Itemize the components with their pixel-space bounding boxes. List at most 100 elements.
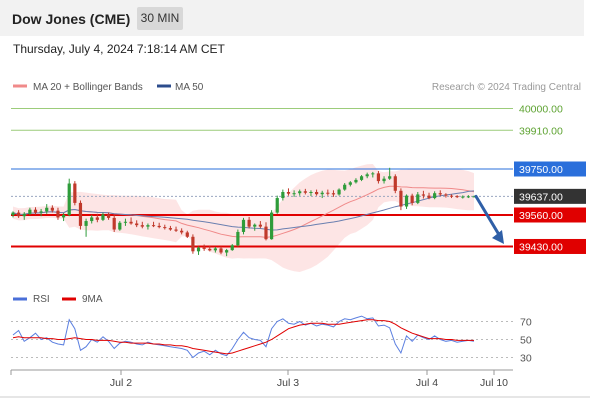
candle-body xyxy=(67,183,71,215)
watermark: Research © 2024 Trading Central xyxy=(432,82,581,93)
level-tag-arrow xyxy=(514,238,519,254)
candle-body xyxy=(444,194,448,196)
candle-body xyxy=(219,248,223,253)
candle-body xyxy=(112,217,116,230)
candle-body xyxy=(202,247,206,249)
candle-body xyxy=(286,192,291,194)
candle-body xyxy=(427,195,431,199)
level-tag-arrow xyxy=(514,207,519,223)
candle-body xyxy=(264,226,268,240)
legend-label-9ma: 9MA xyxy=(82,294,103,305)
candle-body xyxy=(292,193,296,195)
x-tick-label: Jul 4 xyxy=(416,377,438,389)
candle-body xyxy=(17,212,21,217)
rsi-9ma-line xyxy=(12,319,474,355)
candle-body xyxy=(118,222,122,230)
candle-body xyxy=(455,196,459,198)
candle-body xyxy=(196,247,201,252)
candle-body xyxy=(275,198,279,213)
candle-body xyxy=(163,227,167,229)
candle-body xyxy=(39,211,43,213)
candle-body xyxy=(146,225,150,227)
level-tag-arrow xyxy=(514,188,519,204)
candle-body xyxy=(11,212,15,215)
level-tag-resistance xyxy=(514,161,586,177)
candle-body xyxy=(135,223,139,226)
legend-label-ma20: MA 20 + Bollinger Bands xyxy=(33,82,143,93)
legend-swatch-ma20 xyxy=(13,84,27,88)
candle-body xyxy=(320,192,324,195)
candle-body xyxy=(174,229,178,231)
candle-body xyxy=(90,217,94,222)
candle-body xyxy=(438,193,442,195)
level-label: 39637.00 xyxy=(519,191,563,203)
price-plot: 40000.00 39910.00 39750.00 39637.00 39560.00… xyxy=(11,103,586,272)
x-tick-label: Jul 2 xyxy=(110,377,132,389)
candle-body xyxy=(258,224,262,227)
candle-body xyxy=(56,210,60,218)
candle-body xyxy=(168,228,173,230)
candle-body xyxy=(393,176,397,191)
candle-body xyxy=(129,221,133,224)
candle-body xyxy=(225,250,229,253)
candle-body xyxy=(151,225,156,227)
candle-body xyxy=(33,209,38,213)
level-label: 40000.00 xyxy=(519,103,563,115)
candle-body xyxy=(50,207,54,211)
candle-body xyxy=(376,173,381,182)
legend-swatch-9ma xyxy=(62,297,76,301)
candle-body xyxy=(73,183,77,203)
legend-label-ma50: MA 50 xyxy=(175,82,204,93)
candle-body xyxy=(45,207,49,212)
candle-body xyxy=(208,248,212,251)
candle-body xyxy=(348,182,352,185)
level-tag-arrow xyxy=(514,161,519,177)
legend-swatch-rsi xyxy=(13,297,27,301)
candle-body xyxy=(399,190,403,207)
x-axis: Jul 2 Jul 3 Jul 4 Jul 10 xyxy=(10,370,508,389)
candle-body xyxy=(270,212,274,240)
legend-swatch-ma50 xyxy=(157,84,171,88)
timestamp: Thursday, July 4, 2024 7:18:14 AM CET xyxy=(13,42,225,56)
level-label: 39750.00 xyxy=(519,164,563,176)
candle-body xyxy=(106,214,111,218)
candle-body xyxy=(28,209,32,214)
candle-body xyxy=(213,248,217,251)
candle-body xyxy=(449,195,454,197)
rsi-level-label: 50 xyxy=(520,335,532,347)
rsi-level-label: 70 xyxy=(520,317,532,329)
candle-body xyxy=(466,196,470,198)
candle-body xyxy=(241,219,246,232)
forecast-arrow-head xyxy=(492,230,504,245)
candle-body xyxy=(388,176,392,179)
candle-body xyxy=(95,217,99,220)
candle-body xyxy=(101,214,105,220)
candle-body xyxy=(354,179,358,183)
level-label: 39910.00 xyxy=(519,125,563,137)
candle-body xyxy=(247,219,251,227)
candle-body xyxy=(84,221,88,226)
candle-body xyxy=(281,192,285,199)
candle-body xyxy=(410,195,414,203)
candle-body xyxy=(326,192,330,194)
level-label: 39560.00 xyxy=(519,210,563,222)
level-tag-last_price xyxy=(514,188,586,204)
candle-body xyxy=(230,245,234,251)
rsi-level-label: 30 xyxy=(520,353,532,365)
rsi-line xyxy=(12,315,475,359)
candle-body xyxy=(78,202,83,226)
candle-body xyxy=(382,178,386,182)
legend-label-rsi: RSI xyxy=(33,294,50,305)
x-tick-label: Jul 10 xyxy=(480,377,508,389)
candle-body xyxy=(22,213,26,217)
candle-body xyxy=(343,184,347,190)
candle-body xyxy=(314,192,319,195)
chart-header: Dow Jones (CME) 30 MIN xyxy=(0,0,584,36)
candle-body xyxy=(140,225,144,227)
candle-body xyxy=(331,193,336,195)
candle-body xyxy=(416,194,420,203)
timeframe-badge[interactable]: 30 MIN xyxy=(137,7,183,30)
candle-body xyxy=(191,236,195,252)
rsi-plot: 70 50 30 xyxy=(11,315,532,365)
